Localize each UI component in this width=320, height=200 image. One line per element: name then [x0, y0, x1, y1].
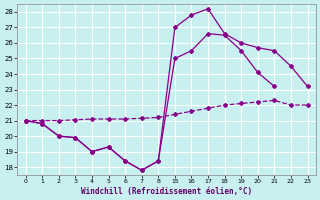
X-axis label: Windchill (Refroidissement éolien,°C): Windchill (Refroidissement éolien,°C) — [81, 187, 252, 196]
